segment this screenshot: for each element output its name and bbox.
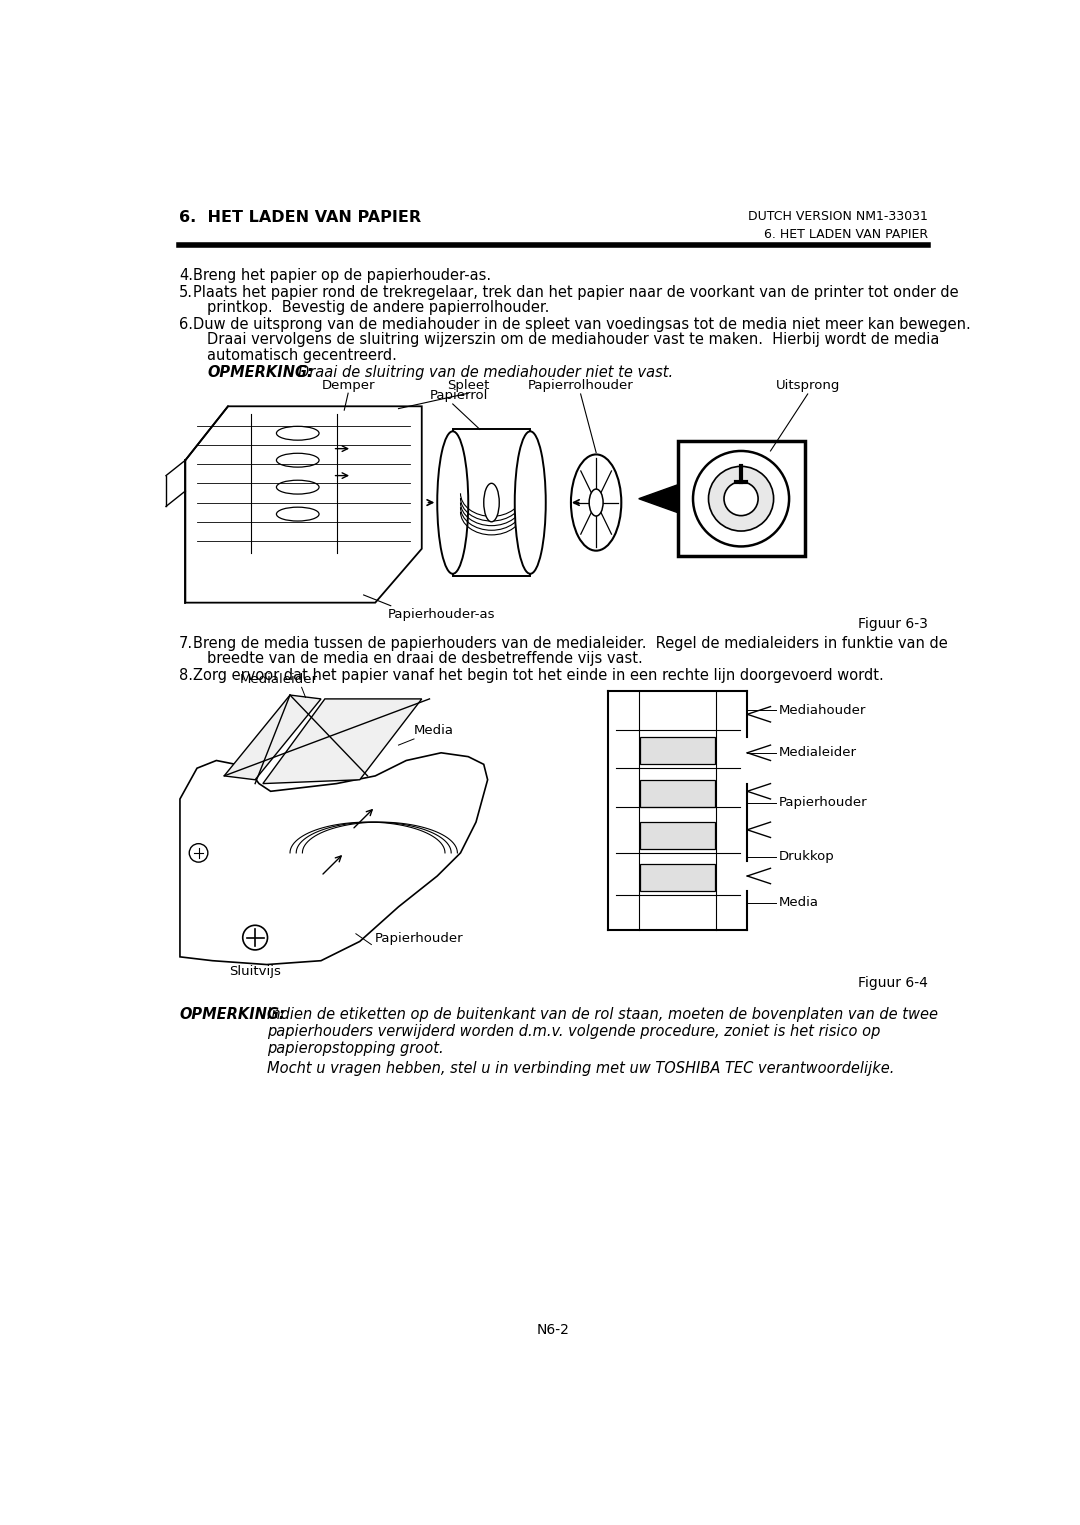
- Text: Figuur 6-4: Figuur 6-4: [858, 976, 928, 990]
- Text: Medialeider: Medialeider: [779, 746, 856, 759]
- Text: Breng het papier op de papierhouder-as.: Breng het papier op de papierhouder-as.: [193, 268, 491, 282]
- Text: papieropstopping groot.: papieropstopping groot.: [267, 1040, 444, 1055]
- Ellipse shape: [571, 454, 621, 551]
- Text: Media: Media: [414, 724, 454, 738]
- Text: Mocht u vragen hebben, stel u in verbinding met uw TOSHIBA TEC verantwoordelijke: Mocht u vragen hebben, stel u in verbind…: [267, 1061, 894, 1075]
- Text: Plaats het papier rond de trekregelaar, trek dan het papier naar de voorkant van: Plaats het papier rond de trekregelaar, …: [193, 285, 959, 299]
- Circle shape: [708, 467, 773, 531]
- Text: Indien de etiketten op de buitenkant van de rol staan, moeten de bovenplaten van: Indien de etiketten op de buitenkant van…: [267, 1006, 937, 1022]
- Text: breedte van de media en draai de desbetreffende vijs vast.: breedte van de media en draai de desbetr…: [207, 651, 643, 666]
- Text: Demper: Demper: [322, 380, 375, 392]
- Text: OPMERKING:: OPMERKING:: [179, 1006, 285, 1022]
- Bar: [640, 738, 715, 764]
- Text: Draai de sluitring van de mediahouder niet te vast.: Draai de sluitring van de mediahouder ni…: [298, 364, 673, 380]
- Text: Spleet: Spleet: [447, 380, 489, 392]
- Text: Breng de media tussen de papierhouders van de medialeider.  Regel de medialeider: Breng de media tussen de papierhouders v…: [193, 636, 948, 651]
- Bar: [640, 865, 715, 892]
- Text: 7.: 7.: [179, 636, 193, 651]
- Text: Medialeider: Medialeider: [240, 673, 318, 686]
- Text: Papierrol: Papierrol: [430, 389, 488, 403]
- Circle shape: [189, 843, 207, 862]
- Text: Uitsprong: Uitsprong: [775, 380, 840, 392]
- Text: Papierhouder: Papierhouder: [375, 932, 464, 946]
- Text: 4.: 4.: [179, 268, 193, 282]
- Text: printkop.  Bevestig de andere papierrolhouder.: printkop. Bevestig de andere papierrolho…: [207, 300, 550, 316]
- Ellipse shape: [590, 490, 603, 515]
- Text: 5.: 5.: [179, 285, 193, 299]
- Ellipse shape: [484, 483, 499, 522]
- Text: Papierrolhouder: Papierrolhouder: [528, 380, 634, 392]
- Polygon shape: [262, 698, 422, 784]
- Polygon shape: [638, 485, 677, 512]
- Bar: [640, 822, 715, 849]
- Circle shape: [724, 482, 758, 515]
- Text: 8.: 8.: [179, 668, 193, 683]
- Text: Mediahouder: Mediahouder: [779, 705, 866, 717]
- Circle shape: [693, 451, 789, 546]
- Text: OPMERKING:: OPMERKING:: [207, 364, 313, 380]
- Text: automatisch gecentreerd.: automatisch gecentreerd.: [207, 348, 397, 363]
- Text: 6.  HET LADEN VAN PAPIER: 6. HET LADEN VAN PAPIER: [179, 210, 421, 226]
- Text: Sluitvijs: Sluitvijs: [229, 964, 281, 978]
- Ellipse shape: [515, 432, 545, 573]
- Text: N6-2: N6-2: [537, 1324, 570, 1337]
- Text: Drukkop: Drukkop: [779, 851, 834, 863]
- Circle shape: [243, 926, 268, 950]
- Text: Media: Media: [779, 897, 819, 909]
- Text: DUTCH VERSION NM1-33031: DUTCH VERSION NM1-33031: [748, 210, 928, 223]
- Text: Papierhouder-as: Papierhouder-as: [388, 608, 495, 621]
- Text: Figuur 6-3: Figuur 6-3: [858, 616, 928, 630]
- Text: Draai vervolgens de sluitring wijzerszin om de mediahouder vast te maken.  Hierb: Draai vervolgens de sluitring wijzerszin…: [207, 332, 940, 348]
- Ellipse shape: [437, 432, 469, 573]
- Text: papierhouders verwijderd worden d.m.v. volgende procedure, zoniet is het risico : papierhouders verwijderd worden d.m.v. v…: [267, 1023, 880, 1039]
- Bar: [453, 430, 530, 576]
- Text: 6. HET LADEN VAN PAPIER: 6. HET LADEN VAN PAPIER: [764, 227, 928, 241]
- Text: Zorg ervoor dat het papier vanaf het begin tot het einde in een rechte lijn door: Zorg ervoor dat het papier vanaf het beg…: [193, 668, 883, 683]
- Text: Papierhouder: Papierhouder: [779, 796, 867, 810]
- Polygon shape: [225, 695, 321, 779]
- Bar: [640, 779, 715, 807]
- Text: 6.: 6.: [179, 317, 193, 332]
- Bar: [677, 441, 806, 557]
- Text: Duw de uitsprong van de mediahouder in de spleet van voedingsas tot de media nie: Duw de uitsprong van de mediahouder in d…: [193, 317, 971, 332]
